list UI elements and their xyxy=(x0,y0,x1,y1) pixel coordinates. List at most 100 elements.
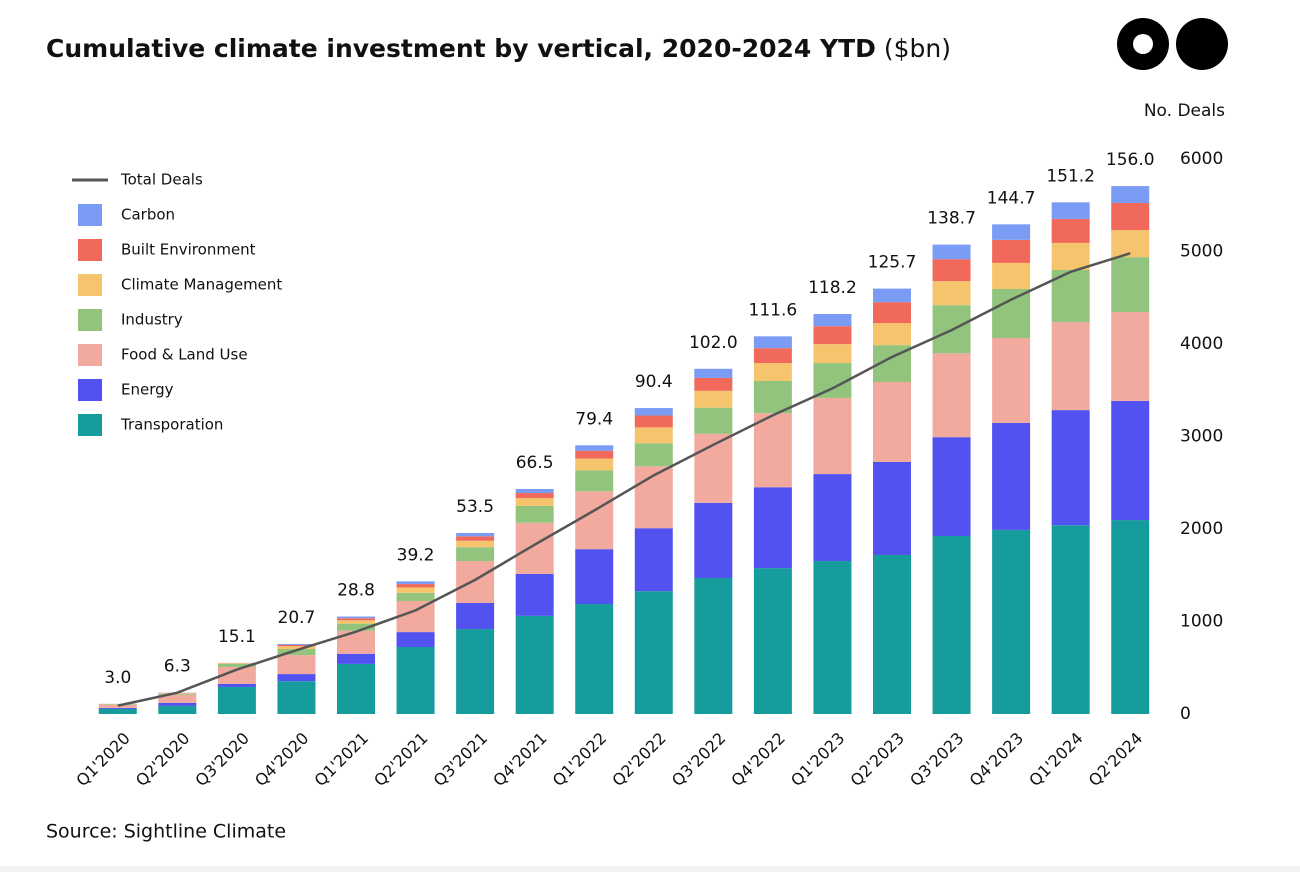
bar-segment xyxy=(396,646,435,714)
total-label: 66.5 xyxy=(516,453,554,473)
y2-tick-label: 4000 xyxy=(1180,334,1223,354)
bar-segment xyxy=(992,422,1031,530)
bar-segment xyxy=(515,498,554,506)
bar-segment xyxy=(337,618,375,621)
bar-segment xyxy=(813,313,852,327)
bar-segment xyxy=(1111,400,1150,521)
bar-segment xyxy=(515,505,554,523)
chart-title: Cumulative climate investment by vertica… xyxy=(46,34,951,63)
bar-segment xyxy=(873,302,911,324)
legend-swatch xyxy=(78,309,102,331)
legend-swatch xyxy=(78,414,102,436)
bar-segment xyxy=(396,592,435,601)
x-tick-label: Q1'2020 xyxy=(72,729,133,790)
bar-segment xyxy=(932,353,971,438)
bar-segment xyxy=(1051,525,1090,714)
bar-segment xyxy=(753,413,792,488)
bar-segment xyxy=(694,502,733,578)
bar-segment xyxy=(694,577,733,714)
bar-segment xyxy=(753,363,792,381)
legend-label: Energy xyxy=(121,381,174,399)
bar-segment xyxy=(217,666,256,684)
bar-segment xyxy=(277,681,316,714)
total-label: 53.5 xyxy=(456,497,494,517)
bar-segment xyxy=(217,686,256,714)
bar-segment xyxy=(456,536,495,541)
bar-segment xyxy=(992,224,1031,240)
bar-segment xyxy=(98,707,137,709)
x-tick-label: Q4'2020 xyxy=(251,729,312,790)
bar-segment xyxy=(337,653,375,664)
bar-segment xyxy=(1051,218,1090,243)
bar-segment xyxy=(158,694,197,703)
bar-segment xyxy=(515,573,554,616)
title-main: Cumulative climate investment by vertica… xyxy=(46,34,876,63)
bar-segment xyxy=(515,488,554,494)
bar-segment xyxy=(634,591,673,714)
x-tick-label: Q1'2023 xyxy=(787,729,848,790)
bar-segment xyxy=(813,397,852,475)
x-tick-label: Q2'2024 xyxy=(1085,729,1146,790)
bar-segment xyxy=(575,549,614,605)
bar-segment xyxy=(158,705,197,714)
bar-segment xyxy=(396,600,435,633)
bar-segment xyxy=(992,262,1031,289)
bar-segment xyxy=(217,663,256,664)
logo-circle xyxy=(1176,18,1228,70)
x-tick-label: Q2'2020 xyxy=(132,729,193,790)
y2-tick-label: 6000 xyxy=(1180,149,1223,169)
y2-tick-label: 0 xyxy=(1180,704,1191,724)
x-tick-label: Q4'2023 xyxy=(966,729,1027,790)
bar-segment xyxy=(1111,230,1150,258)
bar-segment xyxy=(634,427,673,444)
x-tick-label: Q2'2021 xyxy=(370,729,431,790)
bar-segment xyxy=(634,415,673,428)
bar-segment xyxy=(1111,311,1150,401)
bar-segment xyxy=(337,623,375,631)
total-label: 138.7 xyxy=(927,209,976,229)
bar-segment xyxy=(456,547,495,562)
bar-segment xyxy=(1051,242,1090,270)
bar-segment xyxy=(575,458,614,471)
title-suffix: ($bn) xyxy=(884,34,951,63)
bar-segment xyxy=(396,632,435,647)
total-label: 156.0 xyxy=(1106,150,1155,170)
bar-segment xyxy=(753,381,792,414)
bar-segment xyxy=(1051,410,1090,526)
bar-segment xyxy=(1051,322,1090,411)
legend-label: Industry xyxy=(121,311,183,329)
bar-segment xyxy=(456,561,495,603)
legend-swatch xyxy=(78,344,102,366)
bar-segment xyxy=(813,344,852,364)
total-label: 102.0 xyxy=(689,333,738,353)
x-tick-label: Q4'2022 xyxy=(727,729,788,790)
total-label: 79.4 xyxy=(575,409,613,429)
bar-segment xyxy=(634,443,673,467)
legend-label: Total Deals xyxy=(120,171,203,189)
legend-label: Food & Land Use xyxy=(121,346,248,364)
bar-segment xyxy=(873,288,911,303)
x-tick-label: Q3'2022 xyxy=(668,729,729,790)
bar-segment xyxy=(456,540,495,548)
bar-segment xyxy=(1111,202,1150,231)
deals-line xyxy=(117,252,1131,707)
source: Source: Sightline Climate xyxy=(46,821,286,843)
total-label: 144.7 xyxy=(987,188,1036,208)
total-label: 15.1 xyxy=(218,627,256,647)
bar-segment xyxy=(813,326,852,345)
bar-segment xyxy=(277,644,316,647)
total-label: 125.7 xyxy=(868,253,917,273)
x-tick-label: Q3'2023 xyxy=(906,729,967,790)
total-label: 39.2 xyxy=(397,545,435,565)
bar-segment xyxy=(98,708,137,714)
bar-segment xyxy=(575,445,614,451)
bar-segment xyxy=(575,450,614,459)
bar-segment xyxy=(515,522,554,574)
bar-segment xyxy=(158,702,197,706)
bar-segment xyxy=(1111,520,1150,714)
bar-segment xyxy=(694,390,733,408)
bar-segment xyxy=(694,377,733,391)
bar-segment xyxy=(932,244,971,260)
